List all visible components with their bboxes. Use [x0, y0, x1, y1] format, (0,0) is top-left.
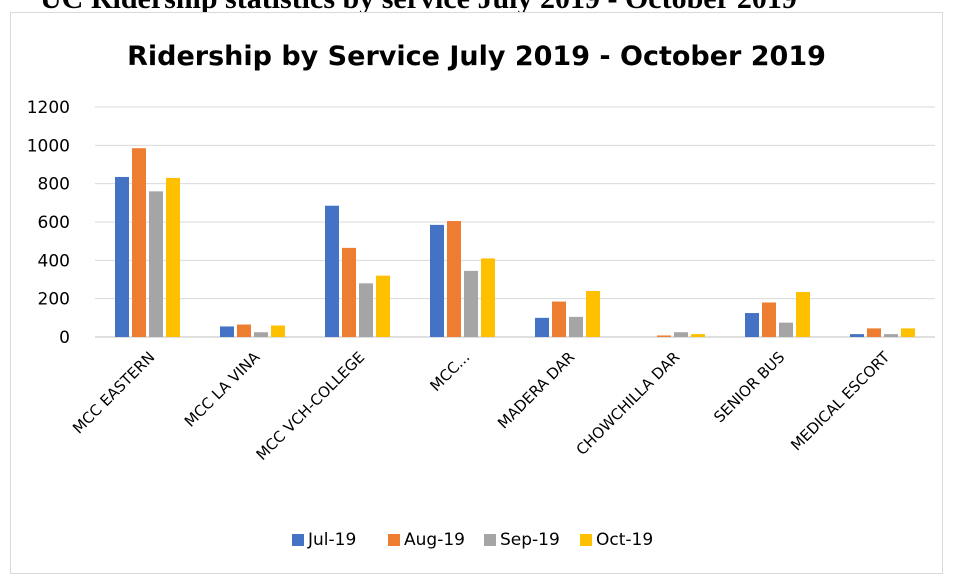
bar — [850, 334, 864, 337]
bar — [149, 191, 163, 337]
legend-swatch — [388, 534, 400, 546]
bar — [430, 224, 444, 337]
bar — [481, 258, 495, 337]
bar — [376, 275, 390, 337]
legend-swatch — [580, 534, 592, 546]
bar — [674, 332, 688, 337]
bar — [342, 247, 356, 337]
legend-entry: Oct-19 — [596, 530, 653, 550]
bar — [464, 270, 478, 337]
x-tick-label: MADERA DAR — [494, 348, 578, 432]
bar — [867, 328, 881, 337]
bar — [115, 176, 129, 337]
legend-swatch — [292, 534, 304, 546]
x-tick-label: MCC VCH-COLLEGE — [253, 348, 369, 464]
bar — [796, 291, 810, 337]
legend-swatch — [484, 534, 496, 546]
bar — [691, 334, 705, 337]
bar — [132, 148, 146, 337]
y-tick-label: 1200 — [27, 98, 70, 118]
bar — [271, 325, 285, 337]
bar — [325, 205, 339, 337]
y-tick-label: 200 — [38, 290, 70, 310]
x-tick-label: MEDICAL ESCORT — [787, 348, 894, 455]
bar — [779, 322, 793, 337]
y-tick-label: 0 — [59, 328, 70, 348]
bar — [762, 302, 776, 337]
y-tick-label: 800 — [38, 175, 70, 195]
bar — [745, 313, 759, 337]
bar — [447, 221, 461, 337]
bar — [884, 334, 898, 337]
bar — [552, 301, 566, 337]
bar — [535, 317, 549, 337]
legend-entry: Aug-19 — [404, 530, 465, 550]
y-tick-label: 600 — [38, 213, 70, 233]
bar — [657, 335, 671, 337]
bar — [901, 328, 915, 337]
bar — [254, 332, 268, 337]
bar — [359, 283, 373, 337]
document-heading: UC Ridership statistics by service July … — [40, 0, 797, 14]
bar — [220, 326, 234, 337]
legend-entry: Jul-19 — [307, 530, 356, 550]
chart-title: Ridership by Service July 2019 - October… — [127, 41, 826, 72]
x-tick-label: MCC EASTERN — [69, 348, 158, 437]
x-tick-label: MCC... — [427, 348, 474, 395]
bar — [166, 177, 180, 337]
x-tick-label: CHOWCHILLA DAR — [573, 348, 684, 459]
bar — [237, 324, 251, 337]
bar — [569, 316, 583, 337]
y-tick-label: 400 — [38, 251, 70, 271]
x-tick-label: MCC LA VINA — [181, 348, 264, 431]
bar — [586, 291, 600, 337]
x-tick-label: SENIOR BUS — [710, 348, 788, 426]
legend-entry: Sep-19 — [500, 530, 560, 550]
y-tick-label: 1000 — [27, 136, 70, 156]
